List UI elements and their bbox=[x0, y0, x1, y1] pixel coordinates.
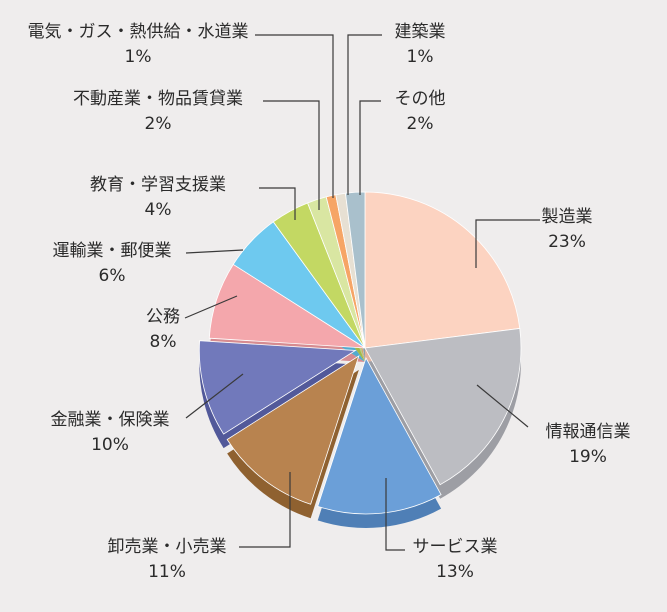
slice-value-5: 8% bbox=[150, 332, 177, 352]
slice-value-8: 2% bbox=[145, 114, 172, 134]
slice-value-1: 19% bbox=[569, 447, 607, 467]
slice-value-10: 1% bbox=[407, 47, 434, 67]
leader-lines bbox=[184, 34, 540, 551]
pie-slice-0 bbox=[364, 191, 521, 349]
leader-line-10 bbox=[347, 34, 382, 195]
pie-slice-2 bbox=[317, 356, 442, 515]
slice-label-9: 電気・ガス・熱供給・水道業 bbox=[28, 22, 249, 42]
leader-line-3 bbox=[239, 472, 291, 548]
pie-slice-11 bbox=[345, 191, 366, 349]
slice-label-4: 金融業・保険業 bbox=[51, 410, 170, 430]
pie-slices bbox=[198, 191, 522, 515]
slice-label-6: 運輸業・郵便業 bbox=[53, 241, 172, 261]
slice-label-0: 製造業 bbox=[542, 207, 593, 227]
slice-value-6: 6% bbox=[99, 266, 126, 286]
slice-label-10: 建築業 bbox=[395, 22, 446, 42]
slice-value-7: 4% bbox=[145, 200, 172, 220]
pie-slice-4 bbox=[198, 340, 357, 435]
slice-label-11: その他 bbox=[395, 89, 446, 109]
slice-label-8: 不動産業・物品賃貸業 bbox=[73, 89, 243, 109]
slice-label-5: 公務 bbox=[146, 307, 180, 327]
slice-label-3: 卸売業・小売業 bbox=[108, 537, 227, 557]
leader-line-11 bbox=[359, 100, 381, 195]
slice-label-1: 情報通信業 bbox=[546, 422, 631, 442]
leader-line-6 bbox=[185, 249, 244, 254]
slice-value-11: 2% bbox=[407, 114, 434, 134]
slice-label-7: 教育・学習支援業 bbox=[90, 175, 226, 195]
leader-line-9 bbox=[255, 34, 334, 198]
leader-line-0 bbox=[475, 219, 540, 268]
leader-line-7 bbox=[259, 187, 296, 220]
slice-value-2: 13% bbox=[436, 562, 474, 582]
slice-value-4: 10% bbox=[91, 435, 129, 455]
slice-label-2: サービス業 bbox=[413, 537, 498, 557]
slice-value-3: 11% bbox=[148, 562, 186, 582]
pie-slice-1 bbox=[364, 328, 522, 486]
slice-value-0: 23% bbox=[548, 232, 586, 252]
slice-value-9: 1% bbox=[125, 47, 152, 67]
leader-line-5 bbox=[184, 295, 238, 319]
leader-line-8 bbox=[263, 100, 320, 210]
leader-line-2 bbox=[385, 478, 405, 551]
leader-line-4 bbox=[185, 373, 244, 419]
pie-slice-3 bbox=[226, 354, 360, 505]
slice-labels: 製造業 23% 情報通信業 19% サービス業 13% 卸売業・小売業 11% 金融業・保険業 1… bbox=[28, 22, 631, 582]
leader-line-1 bbox=[476, 384, 529, 428]
